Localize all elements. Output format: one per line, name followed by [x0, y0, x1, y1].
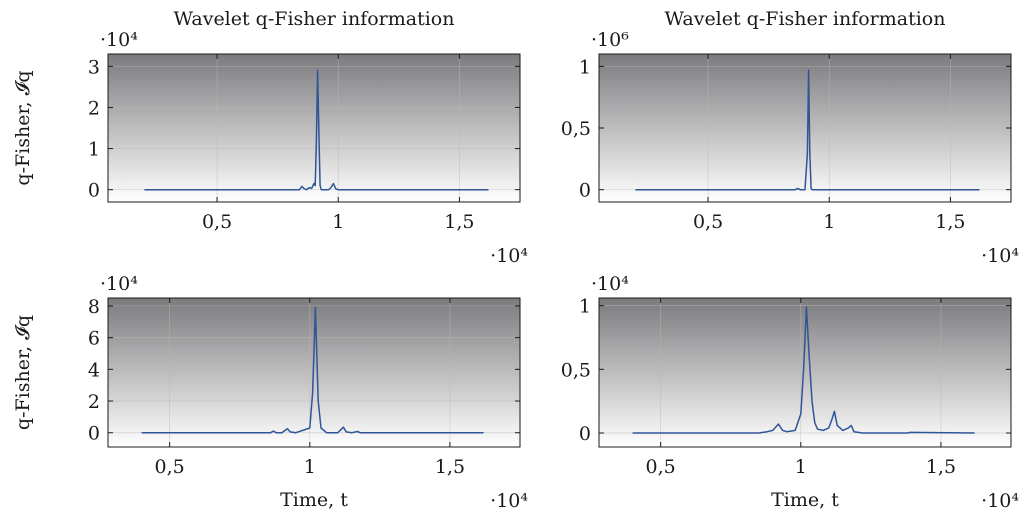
y-axis-multiplier: ·10⁴ [591, 273, 629, 295]
y-axis-label: q-Fisher, 𝓘q [12, 70, 34, 185]
x-tick-label: 0,5 [155, 456, 185, 478]
x-tick-label: 1,5 [444, 211, 474, 233]
series-line-1 [632, 306, 975, 434]
y-axis-multiplier: ·10⁴ [100, 273, 138, 295]
x-axis-multiplier: ·10⁴ [490, 245, 528, 267]
y-tick-label: 0,5 [561, 359, 591, 381]
x-tick-label: 1,5 [435, 456, 465, 478]
plot-frame [107, 297, 521, 448]
y-tick-label: 3 [88, 56, 100, 78]
y-tick-label: 8 [88, 296, 100, 318]
x-tick-label: 1,5 [935, 211, 965, 233]
x-tick-label: 0,5 [693, 211, 723, 233]
x-axis-label: Time, t [280, 489, 348, 511]
series-line-1 [141, 306, 484, 434]
plot-frame [598, 297, 1012, 448]
x-tick-label: 1 [823, 211, 835, 233]
y-axis-multiplier: ·10⁶ [591, 29, 629, 51]
y-axis-label: q-Fisher, 𝓘q [12, 315, 34, 430]
y-tick-label: 0 [88, 180, 100, 202]
chart-title: Wavelet q-Fisher information [174, 8, 455, 30]
chart-panel-4: 0 0,5 1 0,5 1 1,5 ·10⁴ ·10⁴ Time, t [561, 273, 1020, 512]
x-tick-label: 1 [795, 456, 807, 478]
x-axis-label: Time, t [771, 489, 839, 511]
plot-background [108, 54, 520, 202]
plot-frame [107, 53, 521, 203]
x-axis-multiplier: ·10⁴ [981, 490, 1019, 512]
series-line-1 [635, 69, 980, 191]
x-tick-label: 1 [304, 456, 316, 478]
y-tick-label: 1 [579, 296, 591, 318]
x-axis-multiplier: ·10⁴ [490, 490, 528, 512]
y-tick-label: 0 [579, 423, 591, 445]
y-tick-label: 2 [88, 97, 100, 119]
x-axis-multiplier: ·10⁴ [981, 245, 1019, 267]
series-line-1 [144, 69, 489, 191]
y-tick-label: 6 [88, 328, 100, 350]
y-axis-multiplier: ·10⁴ [100, 29, 138, 51]
x-tick-label: 1 [332, 211, 344, 233]
x-tick-label: 0,5 [646, 456, 676, 478]
chart-panel-2: 0 0,5 1 0,5 1 1,5 ·10⁶ ·10⁴ Wavelet q-Fisher inf… [561, 8, 1020, 267]
chart-panel-1: 0 1 2 3 0,5 1 1,5 ·10⁴ ·10⁴ Wavelet q-Fisher info… [12, 8, 528, 267]
y-tick-label: 4 [88, 359, 100, 381]
x-tick-label: 0,5 [202, 211, 232, 233]
chart-title: Wavelet q-Fisher information [665, 8, 946, 30]
y-tick-label: 1 [579, 56, 591, 78]
y-tick-label: 1 [88, 139, 100, 161]
chart-panel-3: 0 2 4 6 8 0,5 1 1,5 ·10⁴ ·10⁴ Time, t q-Fisher, 𝓘q [12, 273, 528, 512]
y-tick-label: 0,5 [561, 118, 591, 140]
y-tick-label: 0 [579, 180, 591, 202]
y-tick-label: 2 [88, 391, 100, 413]
x-tick-label: 1,5 [926, 456, 956, 478]
y-tick-label: 0 [88, 423, 100, 445]
